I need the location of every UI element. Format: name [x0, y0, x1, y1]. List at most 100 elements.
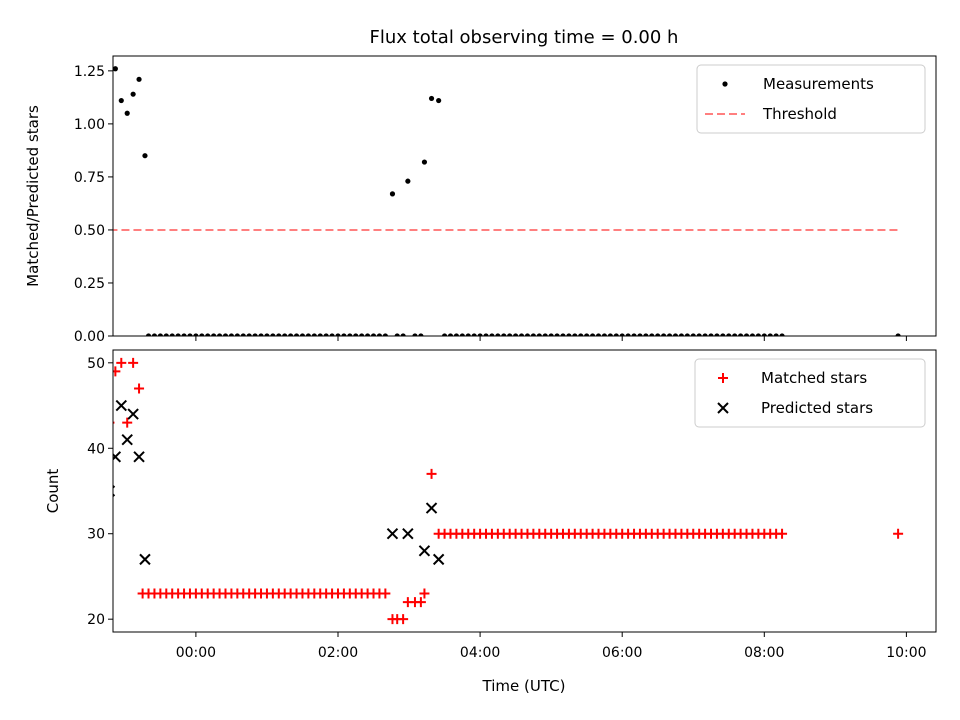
measurements-point	[513, 333, 519, 336]
measurements-point	[495, 333, 501, 336]
measurements-point	[130, 91, 136, 97]
measurements-point	[761, 333, 767, 336]
measurements-point	[595, 333, 602, 336]
measurements-point	[335, 333, 341, 336]
predicted-stars-point	[418, 545, 431, 557]
y-axis-label: Matched/Predicted stars	[24, 105, 42, 287]
predicted-stars-point	[139, 553, 151, 566]
predicted-stars-point	[425, 502, 438, 514]
measurements-point	[554, 333, 560, 336]
x-axis-label: Time (UTC)	[482, 677, 566, 695]
measurements-point	[405, 178, 411, 184]
measurements-point	[643, 333, 649, 336]
measurements-point	[145, 333, 152, 336]
x-tick-label: 00:00	[176, 645, 216, 661]
measurements-point	[524, 333, 531, 336]
measurements-point	[258, 333, 264, 336]
measurements-point	[376, 333, 383, 336]
measurements-point	[501, 333, 507, 336]
predicted-stars-point	[113, 451, 122, 463]
legend-box	[694, 358, 926, 428]
measurements-point	[465, 333, 471, 336]
matched-stars-point	[419, 588, 430, 599]
measurements-point	[453, 333, 460, 336]
predicted-stars-point	[386, 528, 399, 540]
measurements-point	[412, 333, 418, 336]
measurements-point	[323, 333, 329, 336]
measurements-point	[113, 66, 118, 72]
measurements-point	[714, 333, 720, 336]
measurements-point	[743, 333, 750, 336]
x-tick-label: 06:00	[602, 645, 642, 661]
y-tick-label: 50	[87, 356, 105, 372]
measurements-point	[678, 333, 685, 336]
matched-stars-point	[134, 383, 145, 394]
measurements-point	[684, 333, 690, 336]
measurements-point	[637, 333, 643, 336]
predicted-stars-point	[432, 553, 445, 566]
measurements-point	[136, 76, 142, 82]
y-axis-label: Count	[44, 469, 62, 514]
measurements-point	[536, 333, 542, 336]
measurements-point	[211, 333, 217, 336]
measurements-point	[696, 333, 702, 336]
measurements-point	[394, 333, 400, 336]
x-tick-label: 08:00	[744, 645, 784, 661]
measurements-point	[690, 333, 696, 336]
legend-label: Predicted stars	[761, 399, 873, 417]
predicted-stars-point	[127, 408, 139, 420]
measurements-point	[234, 333, 240, 336]
measurements-point	[359, 333, 365, 336]
matched-stars-point	[128, 357, 139, 368]
measurements-point	[732, 333, 738, 336]
measurements-point	[672, 333, 679, 336]
measurements-point	[421, 159, 428, 165]
measurements-point	[489, 333, 495, 336]
measurements-point	[181, 333, 187, 336]
measurements-point	[613, 333, 619, 336]
measurements-point	[619, 333, 625, 336]
measurements-point	[436, 97, 442, 104]
measurements-point	[895, 333, 901, 336]
measurements-point	[726, 333, 732, 336]
measurements-point	[749, 333, 756, 336]
measurements-point	[572, 333, 578, 336]
measurements-point	[311, 333, 317, 336]
predicted-stars-point	[402, 528, 414, 540]
measurements-point	[157, 333, 163, 336]
legend-label: Threshold	[762, 105, 837, 123]
y-tick-label: 20	[87, 612, 105, 628]
y-tick-label: 40	[87, 441, 105, 457]
measurements-point	[607, 333, 613, 336]
measurements-point	[305, 333, 311, 336]
measurements-point	[507, 333, 513, 336]
y-tick-label: 1.25	[74, 64, 105, 80]
measurements-point	[382, 333, 388, 336]
measurements-point	[240, 333, 246, 336]
measurements-point	[341, 333, 347, 336]
matched-stars-point	[398, 614, 409, 625]
measurements-point	[589, 333, 596, 336]
measurements-point	[518, 333, 525, 336]
measurements-point	[631, 333, 637, 336]
measurements-point	[459, 333, 465, 336]
measurements-point	[471, 333, 477, 336]
matched-stars-point	[426, 468, 437, 479]
axes-frame	[112, 349, 937, 633]
y-tick-label: 0.00	[74, 329, 105, 345]
measurements-point	[107, 72, 112, 77]
measurements-point	[447, 333, 454, 336]
measurements-point	[708, 333, 714, 336]
measurements-point	[282, 333, 288, 336]
x-tick-label: 10:00	[886, 645, 926, 661]
top-panel: 0.00 0.25 0.50 0.75 1.00 1.25 Matched/Predicte…	[24, 55, 937, 345]
measurements-point	[270, 333, 276, 336]
measurements-point	[702, 333, 708, 336]
legend-label: Measurements	[763, 75, 874, 93]
legend-label: Matched stars	[761, 369, 867, 387]
measurements-point	[228, 333, 235, 336]
measurements-point	[578, 333, 584, 336]
measurements-point	[655, 333, 661, 336]
measurements-point	[548, 333, 554, 336]
